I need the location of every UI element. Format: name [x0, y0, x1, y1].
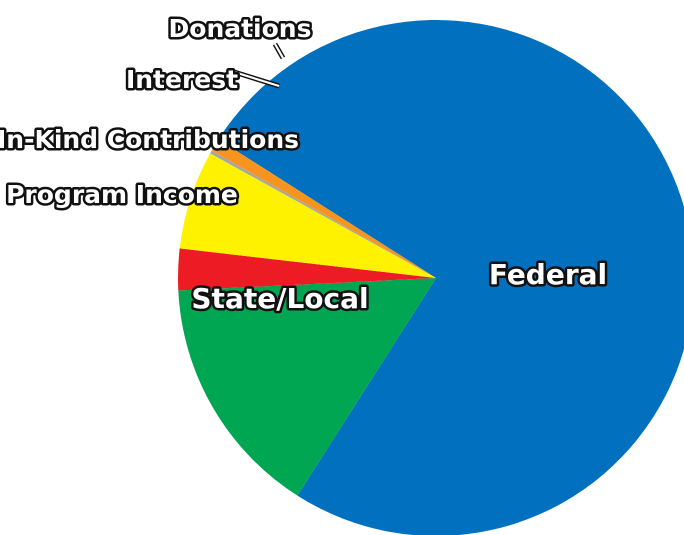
slice-label-in-kind-contributions: In-Kind Contributions — [0, 125, 299, 154]
slice-label-federal: Federal — [489, 258, 607, 291]
pie-slices — [178, 20, 684, 535]
leader-line-inner-donations — [274, 43, 284, 59]
pie-slice-program-income — [178, 248, 436, 291]
slice-label-donations: Donations — [169, 14, 312, 43]
leader-line-inner-interest — [233, 70, 280, 88]
pie-slice-federal — [218, 20, 684, 535]
leader-lines — [233, 42, 286, 89]
pie-slice-in-kind-contributions — [179, 153, 436, 278]
slice-label-interest: Interest — [126, 65, 238, 94]
pie-slice-donations — [211, 139, 436, 278]
slice-labels: Federal State/Local Program Income In-Kind … — [0, 12, 610, 318]
slice-label-state-local: State/Local — [191, 282, 368, 315]
pie-slice-interest — [210, 150, 436, 278]
slice-label-program-income: Program Income — [6, 180, 238, 209]
pie-slice-state-local — [178, 278, 436, 496]
